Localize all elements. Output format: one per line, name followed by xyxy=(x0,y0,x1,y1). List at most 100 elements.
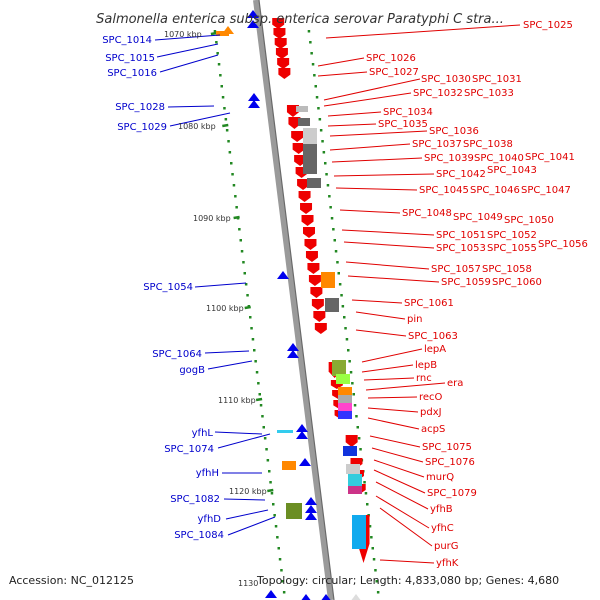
tick-dot xyxy=(270,492,274,495)
gene-label[interactable]: gogB xyxy=(179,365,205,376)
gene-label[interactable]: SPC_1074 xyxy=(164,444,214,455)
forward-gene-arrow xyxy=(273,28,286,39)
gene-label[interactable]: SPC_1057 xyxy=(431,264,481,275)
leader-line xyxy=(204,350,250,354)
tick-dot xyxy=(216,52,219,55)
tick-dot xyxy=(349,371,353,374)
gene-label[interactable]: SPC_1031 xyxy=(472,74,522,85)
leader-line xyxy=(373,459,425,478)
gene-label[interactable]: SPC_1027 xyxy=(369,67,419,78)
gene-label[interactable]: yfhL xyxy=(192,428,214,439)
gene-label[interactable]: SPC_1055 xyxy=(487,243,537,254)
gene-label[interactable]: yfhB xyxy=(430,504,453,515)
gene-label[interactable]: SPC_1076 xyxy=(425,457,475,468)
gene-label[interactable]: SPC_1084 xyxy=(174,530,224,541)
gene-label[interactable]: SPC_1016 xyxy=(107,68,157,79)
gene-label[interactable]: SPC_1030 xyxy=(421,74,471,85)
gene-label[interactable]: yfhK xyxy=(436,558,459,569)
gene-label[interactable]: SPC_1060 xyxy=(492,277,542,288)
gene-label[interactable]: SPC_1034 xyxy=(383,107,433,118)
gene-label[interactable]: SPC_1075 xyxy=(422,442,472,453)
tick-dot xyxy=(220,85,223,88)
gene-label[interactable]: SPC_1053 xyxy=(436,243,486,254)
leader-line xyxy=(323,78,421,101)
tick-dot xyxy=(325,173,328,176)
gene-label[interactable]: lepA xyxy=(424,344,446,355)
gene-label[interactable]: SPC_1051 xyxy=(436,230,486,241)
gene-label[interactable]: SPC_1063 xyxy=(408,331,458,342)
gene-label[interactable]: rnc xyxy=(416,373,432,384)
tick-dot xyxy=(376,591,380,594)
gene-label[interactable]: SPC_1064 xyxy=(152,349,202,360)
gene-label[interactable]: SPC_1041 xyxy=(525,152,575,163)
gene-label[interactable]: SPC_1036 xyxy=(429,126,479,137)
reverse-gene-arrow xyxy=(247,10,259,18)
leader-line xyxy=(355,329,407,337)
gene-label[interactable]: yfhD xyxy=(198,514,222,525)
gene-label[interactable]: SPC_1035 xyxy=(378,119,428,130)
gene-label[interactable]: pdxJ xyxy=(420,407,442,418)
gene-label[interactable]: era xyxy=(447,378,463,389)
gene-label[interactable]: SPC_1032 xyxy=(413,88,463,99)
gene-label[interactable]: SPC_1037 xyxy=(412,139,462,150)
gene-label[interactable]: pin xyxy=(407,314,422,325)
tick-dot xyxy=(355,415,358,418)
leader-line xyxy=(333,173,435,177)
gene-label[interactable]: SPC_1029 xyxy=(117,122,167,133)
gene-label[interactable]: SPC_1014 xyxy=(102,35,152,46)
topology-text: Topology: circular; Length: 4,833,080 bp… xyxy=(256,574,559,587)
gene-label[interactable]: SPC_1043 xyxy=(487,165,537,176)
gene-label[interactable]: acpS xyxy=(421,424,445,435)
gene-label[interactable]: SPC_1082 xyxy=(170,494,220,505)
tick-dot xyxy=(281,580,284,583)
tick-dot xyxy=(278,558,282,561)
gene-box xyxy=(303,144,317,174)
gene-label[interactable]: SPC_1058 xyxy=(482,264,532,275)
tick-dot xyxy=(224,118,228,121)
tick-dot xyxy=(238,228,241,231)
gene-label[interactable]: purG xyxy=(434,541,459,552)
gene-label[interactable]: lepB xyxy=(415,360,437,371)
gene-label[interactable]: yfhH xyxy=(196,468,219,479)
gene-label[interactable]: SPC_1052 xyxy=(487,230,537,241)
accession-text: Accession: NC_012125 xyxy=(9,574,134,587)
forward-gene-arrow xyxy=(305,251,318,262)
tick-dot xyxy=(228,151,232,154)
gene-label[interactable]: SPC_1025 xyxy=(523,20,573,31)
gene-label[interactable]: SPC_1047 xyxy=(521,185,571,196)
gene-label[interactable]: SPC_1059 xyxy=(441,277,491,288)
gene-label[interactable]: recO xyxy=(419,392,443,403)
gene-label[interactable]: SPC_1048 xyxy=(402,208,452,219)
gene-label[interactable]: SPC_1038 xyxy=(463,139,513,150)
leader-line xyxy=(214,431,263,435)
kbp-label: 1100 kbp xyxy=(206,304,244,313)
gene-label[interactable]: SPC_1042 xyxy=(436,169,486,180)
gene-label[interactable]: SPC_1015 xyxy=(105,53,155,64)
reverse-gene-arrow xyxy=(351,594,361,600)
tick-dot xyxy=(321,140,324,143)
gene-label[interactable]: SPC_1045 xyxy=(419,185,469,196)
leader-line xyxy=(327,111,382,117)
gene-label[interactable]: murQ xyxy=(426,472,454,483)
leader-line xyxy=(327,123,377,127)
gene-label[interactable]: SPC_1061 xyxy=(404,298,454,309)
gene-label[interactable]: SPC_1049 xyxy=(453,212,503,223)
gene-label[interactable]: SPC_1050 xyxy=(504,215,554,226)
gene-label[interactable]: SPC_1056 xyxy=(538,239,588,250)
tick-major xyxy=(244,305,251,310)
gene-label[interactable]: SPC_1046 xyxy=(470,185,520,196)
gene-label[interactable]: SPC_1026 xyxy=(366,53,416,64)
gene-label[interactable]: SPC_1040 xyxy=(474,153,524,164)
forward-gene-arrow xyxy=(286,105,299,117)
gene-label[interactable]: SPC_1039 xyxy=(424,153,474,164)
gene-label[interactable]: SPC_1028 xyxy=(115,102,165,113)
gene-label[interactable]: SPC_1033 xyxy=(464,88,514,99)
tick-dot xyxy=(315,96,319,99)
gene-label[interactable]: SPC_1079 xyxy=(427,488,477,499)
gene-label[interactable]: yfhC xyxy=(431,523,454,534)
tick-dot xyxy=(273,514,276,517)
gene-label[interactable]: SPC_1054 xyxy=(143,282,193,293)
tick-dot xyxy=(329,206,332,209)
tick-dot xyxy=(368,525,372,528)
axis-edge xyxy=(258,0,335,600)
